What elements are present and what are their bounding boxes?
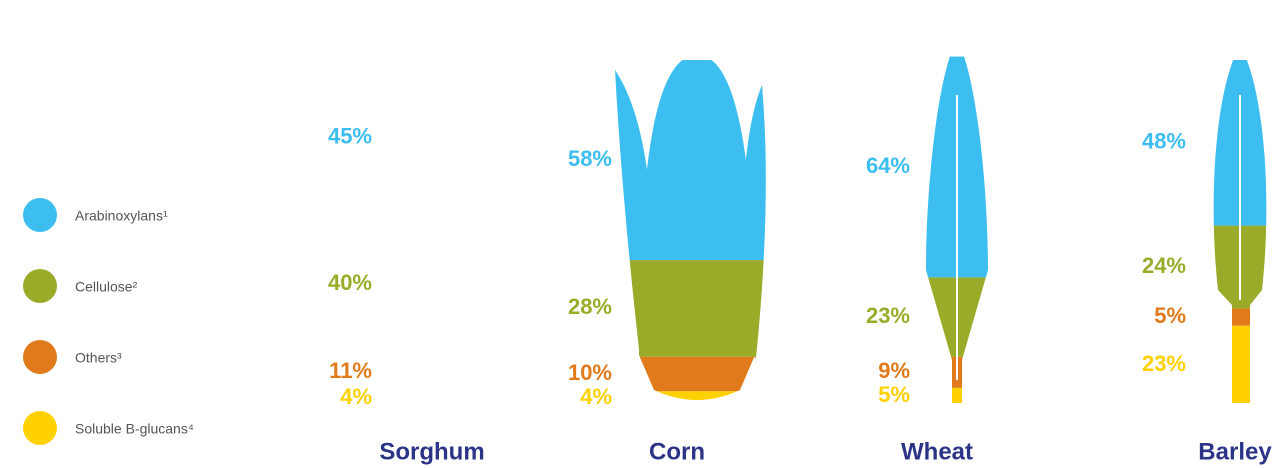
percent-label: 4% [580,384,612,409]
percent-label: 9% [878,358,910,383]
segment [615,356,766,392]
segment [342,215,562,353]
percent-label: 45% [328,123,372,148]
segment [615,391,766,400]
category-label: Sorghum [379,438,484,465]
legend-label: Arabinoxylans¹ [75,208,168,224]
grain [342,60,562,405]
legend-swatch [23,340,57,374]
percent-label: 23% [866,303,910,328]
legend-label: Others³ [75,350,122,366]
percent-label: 4% [340,384,372,409]
percent-label: 5% [1154,303,1186,328]
legend-label: Cellulose² [75,279,138,295]
segment [342,353,562,391]
legend-swatch [23,269,57,303]
percent-label: 58% [568,146,612,171]
percent-label: 64% [866,153,910,178]
segment [615,60,766,261]
percent-label: 24% [1142,253,1186,278]
percent-label: 48% [1142,129,1186,154]
grain [615,60,766,400]
segment [342,391,562,405]
percent-label: 40% [328,270,372,295]
legend-label: Soluble B-glucans⁴ [75,421,194,437]
segment [1213,308,1267,326]
legend-swatch [23,198,57,232]
percent-label: 28% [568,294,612,319]
percent-label: 11% [329,358,372,383]
percent-label: 23% [1142,351,1186,376]
category-label: Barley [1198,438,1272,465]
category-label: Wheat [901,438,973,465]
category-label: Corn [649,438,705,465]
segment [615,260,766,357]
percent-label: 10% [568,360,612,385]
percent-label: 5% [878,382,910,407]
legend-swatch [23,411,57,445]
segment [342,60,562,215]
